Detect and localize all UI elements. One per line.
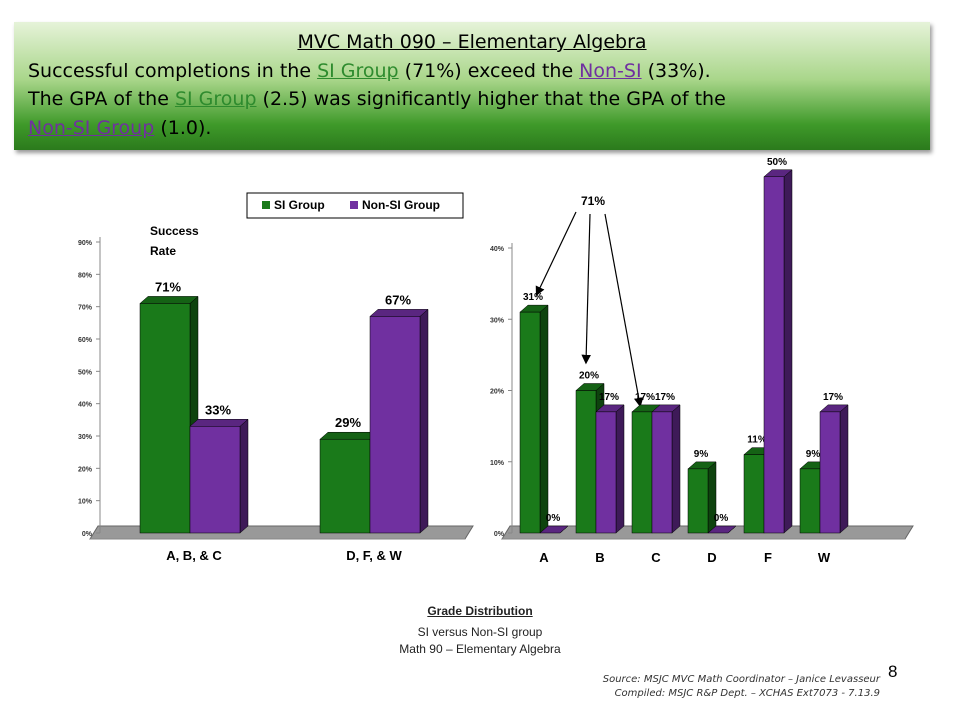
bar xyxy=(819,411,841,534)
bar-top xyxy=(369,309,429,317)
value-label: 9% xyxy=(806,449,821,460)
x-tick-label: F xyxy=(764,550,772,565)
bar-side xyxy=(419,308,429,534)
bar xyxy=(189,426,241,534)
value-label: 31% xyxy=(523,292,543,303)
text: Successful completions in the xyxy=(28,59,318,82)
bar-side xyxy=(539,304,549,534)
bar-top xyxy=(707,525,737,534)
bar xyxy=(575,390,597,534)
value-label: 71% xyxy=(155,279,181,294)
caption-line: SI versus Non-SI group xyxy=(417,625,543,639)
bar-side xyxy=(783,169,793,534)
header-title: MVC Math 090 – Elementary Algebra xyxy=(297,31,647,53)
value-label: 20% xyxy=(579,371,599,382)
bar xyxy=(799,468,821,534)
y-tick-label: 90% xyxy=(78,240,93,247)
link[interactable]: Non-SI Group xyxy=(28,116,155,139)
value-label: 9% xyxy=(694,449,709,460)
value-label: 17% xyxy=(599,392,619,403)
y-tick-label: 40% xyxy=(78,402,93,409)
source: Compiled: MSJC R&P Dept. – XCHAS Ext7073… xyxy=(614,688,880,699)
text: (1.0). xyxy=(154,116,212,139)
bar-top xyxy=(139,296,199,304)
bar xyxy=(519,311,541,534)
y-axis-label: Success Rate xyxy=(150,224,199,258)
y-tick-label: 50% xyxy=(78,369,93,376)
header-line: Successful completions in the SI Group (… xyxy=(28,57,916,86)
value-label: 33% xyxy=(205,402,231,417)
bar xyxy=(687,468,709,534)
y-tick-label: 40% xyxy=(490,246,505,253)
bar xyxy=(743,454,765,534)
value-label: 67% xyxy=(385,292,411,307)
arrow xyxy=(535,211,577,297)
bar xyxy=(139,303,191,534)
value-label: 29% xyxy=(335,415,361,430)
annotation: 71% xyxy=(581,194,605,208)
bar xyxy=(319,438,371,534)
y-tick-label: 0% xyxy=(82,531,93,538)
bar xyxy=(631,411,653,534)
text: (2.5) was significantly higher that the … xyxy=(256,88,726,110)
bar-side xyxy=(671,404,681,534)
y-tick-label: 80% xyxy=(78,272,93,279)
bar-top xyxy=(539,525,569,534)
y-tick-label: 20% xyxy=(78,466,93,473)
y-tick-label: 10% xyxy=(490,460,505,467)
page-number: 8 xyxy=(888,662,898,681)
bar-top xyxy=(319,431,379,440)
value-label: 0% xyxy=(546,513,561,524)
bar-side xyxy=(839,404,849,534)
value-label: 17% xyxy=(635,392,655,403)
x-tick-label: A, B, & C xyxy=(166,548,222,563)
caption-line: Math 90 – Elementary Algebra xyxy=(399,642,561,656)
value-label: 17% xyxy=(655,392,675,403)
text: (71%) exceed the xyxy=(398,59,580,82)
bar xyxy=(369,316,421,534)
y-tick-label: 10% xyxy=(78,499,93,506)
arrow xyxy=(581,213,591,365)
value-label: 11% xyxy=(747,435,767,446)
header-line: The GPA of the SI Group (2.5) was signif… xyxy=(28,85,916,114)
legend-swatch xyxy=(350,201,358,209)
legend-label: Non-SI Group xyxy=(362,198,440,212)
legend-label: SI Group xyxy=(274,198,325,212)
value-label: 17% xyxy=(823,392,843,403)
y-tick-label: 0% xyxy=(494,531,505,538)
y-tick-label: 30% xyxy=(490,317,505,324)
y-tick-label: 70% xyxy=(78,305,93,312)
x-tick-label: B xyxy=(595,550,604,565)
bar-side xyxy=(615,404,625,534)
source: Source: MSJC MVC Math Coordinator – Jani… xyxy=(602,674,880,685)
y-tick-label: 30% xyxy=(78,434,93,441)
bar xyxy=(595,411,617,534)
value-label: 50% xyxy=(767,157,787,168)
text: The GPA of the xyxy=(28,88,175,110)
bar xyxy=(651,411,673,534)
x-tick-label: C xyxy=(651,550,661,565)
x-tick-label: A xyxy=(539,550,549,565)
link[interactable]: SI Group xyxy=(317,59,399,82)
legend-swatch xyxy=(262,201,270,209)
y-tick-label: 20% xyxy=(490,389,505,396)
text: (33%). xyxy=(641,59,711,82)
link[interactable]: SI Group xyxy=(174,88,257,110)
y-tick-label: 60% xyxy=(78,337,93,344)
caption-title: Grade Distribution xyxy=(427,604,533,618)
bar-top xyxy=(189,419,249,427)
x-tick-label: W xyxy=(818,550,831,565)
link[interactable]: Non-SI xyxy=(579,59,642,82)
arrow xyxy=(604,213,644,408)
x-tick-label: D xyxy=(707,550,716,565)
bar xyxy=(763,176,785,534)
x-tick-label: D, F, & W xyxy=(346,548,402,563)
value-label: 0% xyxy=(714,513,729,524)
header: MVC Math 090 – Elementary Algebra Succes… xyxy=(14,22,930,150)
bar-side xyxy=(239,418,249,534)
header-line: Non-SI Group (1.0). xyxy=(28,114,916,143)
